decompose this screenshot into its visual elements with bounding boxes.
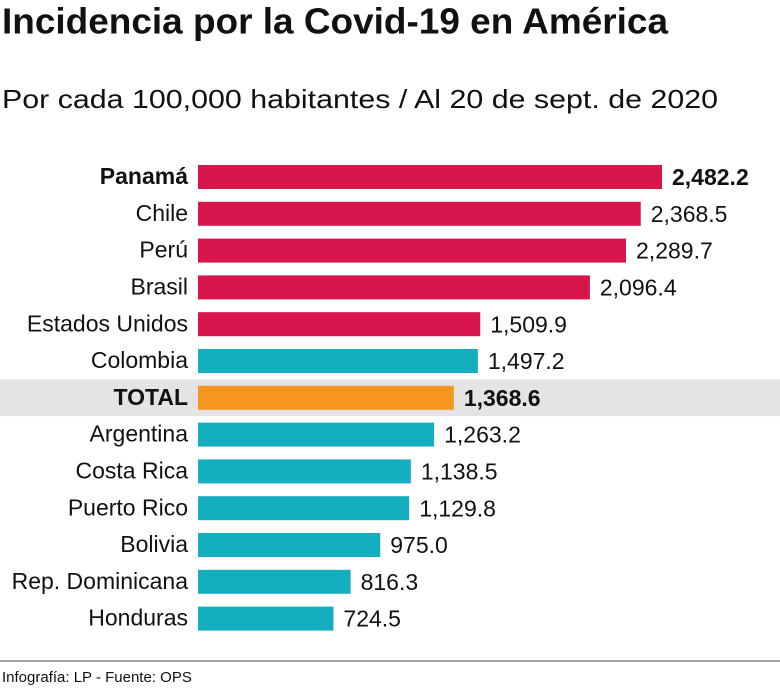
value-label: 1,263.2: [444, 422, 521, 448]
bar: [198, 312, 481, 337]
category-label: Colombia: [91, 347, 188, 373]
source-note: Infografía: LP - Fuente: OPS: [2, 669, 192, 686]
value-label: 1,129.8: [419, 495, 496, 521]
category-label: Chile: [136, 200, 188, 226]
value-label: 975.0: [390, 532, 448, 558]
value-label: 2,482.2: [672, 164, 749, 190]
value-label: 1,138.5: [421, 458, 498, 484]
bar: [198, 459, 411, 484]
value-label: 2,096.4: [600, 274, 677, 300]
chart-subtitle: Por cada 100,000 habitantes / Al 20 de s…: [2, 84, 718, 114]
chart-title: Incidencia por la Covid-19 en América: [2, 1, 669, 42]
value-label: 2,289.7: [636, 238, 713, 264]
category-label: Costa Rica: [76, 457, 189, 483]
bar: [198, 496, 410, 521]
category-label: Rep. Dominicana: [12, 568, 189, 594]
value-label: 1,497.2: [488, 348, 565, 374]
category-label: Brasil: [130, 273, 188, 299]
bar: [198, 385, 454, 410]
value-label: 724.5: [343, 606, 401, 632]
bar: [198, 238, 627, 263]
bar: [198, 165, 662, 189]
plot-area: Panamá 2,482.2 Chile 2,368.5 Perú 2,289.7 Bras…: [0, 163, 780, 632]
bar: [198, 349, 478, 373]
category-label: TOTAL: [113, 384, 188, 410]
category-label: Estados Unidos: [27, 310, 188, 336]
category-label: Perú: [139, 237, 188, 263]
bar: [198, 569, 351, 594]
category-label: Argentina: [90, 421, 189, 447]
category-label: Panamá: [100, 163, 188, 189]
bar: [198, 422, 435, 447]
value-label: 1,509.9: [490, 311, 567, 337]
bar: [198, 533, 381, 557]
value-label: 1,368.6: [464, 385, 541, 411]
bar: [198, 606, 334, 631]
category-label: Honduras: [88, 605, 188, 631]
bar: [198, 201, 641, 226]
bar: [198, 275, 590, 300]
value-label: 816.3: [361, 569, 419, 595]
category-label: Puerto Rico: [68, 494, 188, 520]
category-label: Bolivia: [120, 531, 188, 557]
value-label: 2,368.5: [651, 201, 728, 227]
